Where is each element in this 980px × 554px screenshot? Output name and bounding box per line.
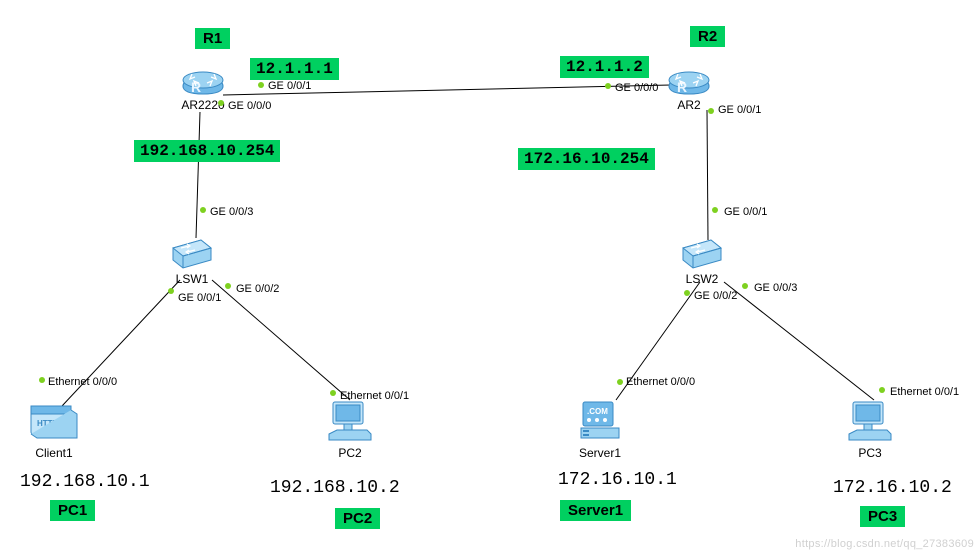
port-dot-4 <box>200 207 206 213</box>
link-2 <box>707 110 708 240</box>
pc-icon <box>327 400 373 444</box>
port-label-2: GE 0/0/0 <box>615 82 658 94</box>
port-label-1: GE 0/0/0 <box>228 100 271 112</box>
node-label-Client1: Client1 <box>35 446 72 460</box>
tag-R1: R1 <box>195 28 230 49</box>
port-label-11: Ethernet 0/0/1 <box>340 390 409 402</box>
ip-r1_wan: 12.1.1.1 <box>250 58 339 80</box>
tag-Server1: Server1 <box>560 500 631 521</box>
node-label-R2: AR2 <box>677 98 700 112</box>
link-6 <box>724 282 874 400</box>
ip-server1: 172.16.10.1 <box>558 470 677 490</box>
link-4 <box>212 280 350 400</box>
port-label-9: GE 0/0/3 <box>754 282 797 294</box>
switch-icon <box>169 234 215 270</box>
node-label-LSW2: LSW2 <box>686 272 719 286</box>
node-PC2: PC2 <box>327 400 373 460</box>
port-dot-8 <box>684 290 690 296</box>
port-dot-0 <box>258 82 264 88</box>
node-LSW1: LSW1 <box>169 234 215 286</box>
port-label-12: Ethernet 0/0/0 <box>626 376 695 388</box>
watermark: https://blog.csdn.net/qq_27383609 <box>795 538 974 550</box>
client-icon: HTTP <box>29 400 79 444</box>
port-label-5: GE 0/0/1 <box>724 206 767 218</box>
node-R2: R AR2 <box>667 64 711 112</box>
tag-PC1: PC1 <box>50 500 95 521</box>
port-dot-13 <box>879 387 885 393</box>
links-layer <box>0 0 980 554</box>
port-dot-12 <box>617 379 623 385</box>
ip-pc2: 192.168.10.2 <box>270 478 400 498</box>
port-dot-6 <box>168 288 174 294</box>
node-Client1: HTTP Client1 <box>29 400 79 460</box>
ip-client1: 192.168.10.1 <box>20 472 150 492</box>
port-dot-2 <box>605 83 611 89</box>
ip-r2_lan: 172.16.10.254 <box>518 148 655 170</box>
port-label-13: Ethernet 0/0/1 <box>890 386 959 398</box>
port-dot-3 <box>708 108 714 114</box>
port-dot-10 <box>39 377 45 383</box>
ip-r1_lan: 192.168.10.254 <box>134 140 280 162</box>
link-1 <box>196 112 200 238</box>
port-dot-5 <box>712 207 718 213</box>
server-icon: .COM <box>577 400 623 444</box>
port-label-4: GE 0/0/3 <box>210 206 253 218</box>
node-label-Server1: Server1 <box>579 446 621 460</box>
port-label-3: GE 0/0/1 <box>718 104 761 116</box>
router-icon: R <box>181 64 225 96</box>
port-dot-1 <box>218 100 224 106</box>
port-label-8: GE 0/0/2 <box>694 290 737 302</box>
tag-PC3: PC3 <box>860 506 905 527</box>
node-PC3: PC3 <box>847 400 893 460</box>
port-dot-7 <box>225 283 231 289</box>
port-label-6: GE 0/0/1 <box>178 292 221 304</box>
ip-pc3: 172.16.10.2 <box>833 478 952 498</box>
port-label-0: GE 0/0/1 <box>268 80 311 92</box>
pc-icon <box>847 400 893 444</box>
router-icon: R <box>667 64 711 96</box>
svg-text:.COM: .COM <box>587 407 608 416</box>
port-dot-9 <box>742 283 748 289</box>
node-LSW2: LSW2 <box>679 234 725 286</box>
tag-R2: R2 <box>690 26 725 47</box>
port-dot-11 <box>330 390 336 396</box>
tag-PC2: PC2 <box>335 508 380 529</box>
ip-r2_wan: 12.1.1.2 <box>560 56 649 78</box>
node-label-PC3: PC3 <box>858 446 881 460</box>
port-label-10: Ethernet 0/0/0 <box>48 376 117 388</box>
node-label-PC2: PC2 <box>338 446 361 460</box>
port-label-7: GE 0/0/2 <box>236 283 279 295</box>
switch-icon <box>679 234 725 270</box>
node-Server1: .COM Server1 <box>577 400 623 460</box>
node-label-LSW1: LSW1 <box>176 272 209 286</box>
